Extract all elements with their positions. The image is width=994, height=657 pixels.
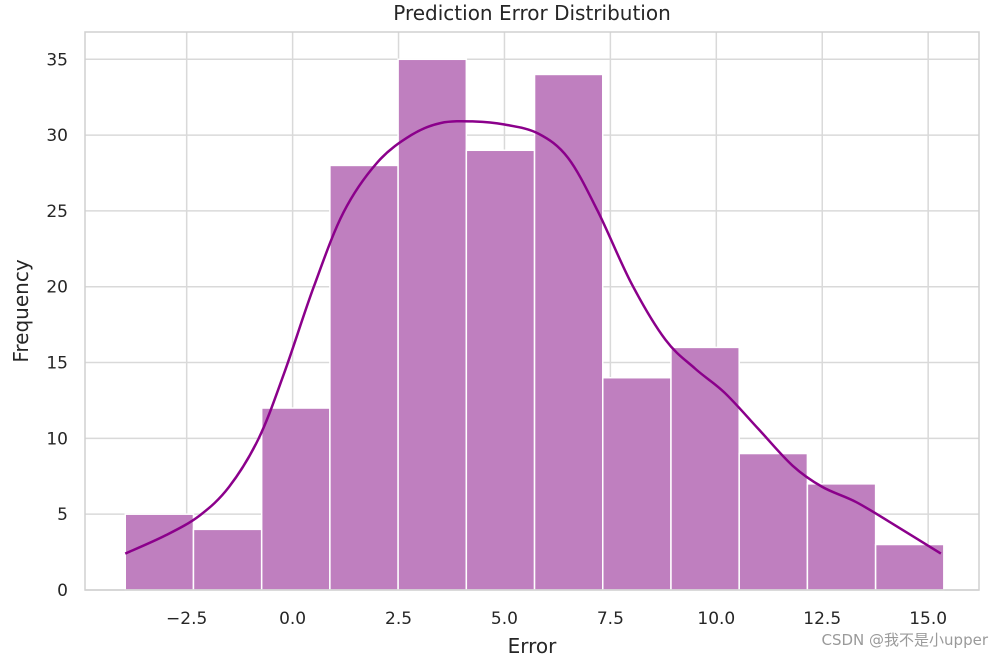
- y-tick-label: 25: [46, 202, 68, 222]
- histogram-bar: [806, 483, 877, 591]
- y-tick-label: 10: [46, 429, 68, 449]
- kde-curve: [124, 119, 942, 555]
- plot-frame: [84, 31, 980, 591]
- histogram-bar: [192, 528, 263, 591]
- x-tick-label: 15.0: [909, 609, 947, 629]
- y-tick-labels: 0 5 10 15 20 25 30 35: [46, 50, 68, 601]
- histogram-bar: [260, 407, 331, 591]
- y-tick-label: 20: [46, 278, 68, 298]
- y-tick-label: 15: [46, 354, 68, 374]
- histogram-bar: [329, 164, 399, 591]
- x-tick-label: −2.5: [166, 609, 207, 629]
- histogram-bar: [874, 543, 945, 591]
- y-tick-label: 30: [46, 126, 68, 146]
- histogram-bar: [465, 149, 536, 591]
- histogram-bar: [602, 376, 672, 591]
- x-tick-label: 2.5: [385, 609, 412, 629]
- y-tick-label: 35: [46, 50, 68, 70]
- watermark-text: CSDN @我不是小upper: [822, 631, 989, 649]
- x-axis-title: Error: [508, 634, 558, 657]
- x-tick-label: 12.5: [803, 609, 841, 629]
- x-tick-label: 5.0: [491, 609, 518, 629]
- histogram-bar: [670, 346, 740, 591]
- histogram-bars: [124, 58, 945, 591]
- histogram-bar: [738, 452, 809, 591]
- histogram-bar: [397, 58, 468, 591]
- y-axis-title: Frequency: [9, 259, 33, 362]
- x-tick-label: 0.0: [279, 609, 306, 629]
- y-tick-label: 0: [57, 581, 68, 601]
- kde-curve-layer: [124, 119, 942, 555]
- x-tick-labels: −2.5 0.0 2.5 5.0 7.5 10.0 12.5 15.0: [166, 609, 947, 629]
- chart-title: Prediction Error Distribution: [393, 1, 671, 25]
- x-tick-label: 10.0: [697, 609, 735, 629]
- x-tick-label: 7.5: [597, 609, 624, 629]
- histogram-bar: [533, 73, 604, 591]
- y-tick-label: 5: [57, 505, 68, 525]
